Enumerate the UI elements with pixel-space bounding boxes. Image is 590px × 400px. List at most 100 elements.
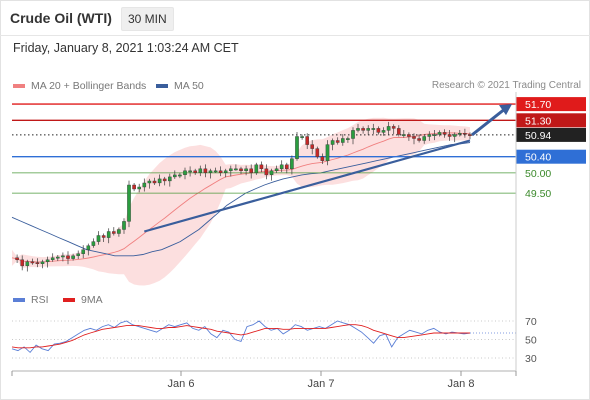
legend-rsi: RSI: [13, 294, 49, 306]
candle-body: [300, 136, 304, 138]
candle-body: [402, 134, 406, 136]
candle-body: [45, 259, 50, 262]
candle-body: [86, 245, 91, 250]
candle-body: [279, 164, 284, 170]
legend-9ma: 9MA: [63, 294, 103, 306]
level-badge-51-70: [516, 97, 586, 112]
candle-body: [111, 231, 116, 234]
ma50-legend-label: MA 50: [174, 80, 204, 92]
candle-body: [234, 168, 238, 171]
candle-body: [244, 168, 248, 172]
candle-body: [417, 138, 421, 141]
candle-body: [447, 134, 452, 137]
candle-body: [25, 261, 30, 266]
candle-body: [172, 174, 177, 178]
candle-body: [208, 170, 213, 174]
candle-body: [117, 229, 121, 234]
x-tick-label-jan-6: Jan 6: [168, 378, 195, 390]
candle-body: [391, 126, 396, 129]
candle-body: [106, 231, 111, 238]
candle-body: [81, 249, 85, 254]
level-label-50-00: 50.00: [525, 168, 551, 180]
candle-body: [132, 184, 136, 190]
candle-body: [203, 168, 208, 174]
candle-body: [91, 241, 96, 246]
level-label-51-30: 51.30: [525, 115, 551, 127]
candle-body: [71, 255, 75, 259]
candle-body: [295, 136, 299, 159]
candle-body: [35, 262, 40, 265]
candle-body: [167, 176, 172, 182]
candle-body: [376, 128, 381, 133]
candle-body: [432, 134, 437, 136]
candle-body: [122, 221, 126, 230]
candle-body: [320, 156, 325, 161]
rsi-tick-30: 30: [525, 353, 537, 365]
candle-body: [193, 170, 198, 174]
level-label-50-94: 50.94: [525, 130, 551, 142]
rsi-tick-50: 50: [525, 335, 537, 347]
level-label-49-50: 49.50: [525, 188, 551, 200]
candle-body: [341, 138, 345, 143]
candle-body: [351, 130, 355, 139]
candle-body: [346, 138, 350, 140]
candle-body: [249, 168, 254, 174]
candle-body: [213, 170, 218, 173]
level-badge-50-40: [516, 149, 586, 164]
projection-arrow-shaft: [471, 106, 507, 137]
candle-body: [427, 134, 432, 137]
candle-body: [223, 170, 228, 174]
bollinger-band: [12, 117, 470, 286]
support-trendline: [144, 139, 471, 233]
candle-body: [264, 168, 269, 176]
level-label-50-40: 50.40: [525, 152, 551, 164]
projection-arrow-head: [499, 104, 512, 116]
level-badge-50-94: [516, 127, 586, 142]
candle-body: [178, 174, 182, 177]
candle-body: [66, 255, 70, 259]
candle-body: [315, 148, 320, 157]
candle-body: [30, 261, 35, 264]
candle-body: [305, 136, 310, 145]
rsi-swatch: [13, 298, 25, 303]
candle-body: [15, 257, 19, 260]
candle-body: [56, 256, 60, 259]
candle-body: [463, 132, 467, 135]
candle-body: [218, 170, 223, 174]
candle-body: [381, 130, 386, 133]
rsi-ma9-line: [11, 324, 470, 349]
candle-body: [285, 164, 289, 170]
candle-body: [407, 134, 411, 137]
timeframe-button[interactable]: 30 MIN: [121, 7, 174, 31]
candle-body: [361, 128, 365, 131]
instrument-title: Crude Oil (WTI): [10, 10, 112, 26]
candle-body: [20, 259, 25, 267]
candle-body: [269, 170, 274, 176]
candle-body: [442, 132, 447, 135]
candle-body: [239, 168, 243, 172]
candle-body: [356, 128, 360, 131]
legend-ma20: MA 20 + Bollinger Bands: [13, 80, 146, 92]
candle-body: [366, 128, 371, 131]
candle-body: [152, 180, 157, 184]
rsi-legend-label: RSI: [31, 294, 49, 306]
candle-body: [468, 134, 472, 136]
candle-body: [198, 168, 203, 174]
x-tick-label-jan-7: Jan 7: [308, 378, 335, 390]
ma20-legend-label: MA 20 + Bollinger Bands: [31, 80, 147, 92]
candle-body: [412, 136, 416, 139]
candle-body: [162, 178, 167, 182]
candle-body: [325, 144, 330, 162]
candle-body: [76, 253, 80, 256]
candle-body: [50, 257, 55, 260]
candle-body: [335, 140, 340, 143]
candle-body: [188, 170, 192, 173]
candle-body: [101, 235, 106, 238]
ma9-legend-label: 9MA: [81, 294, 103, 306]
candle-body: [228, 168, 233, 172]
ma20-line: [11, 132, 471, 263]
candle-body: [96, 235, 101, 242]
level-label-51-70: 51.70: [525, 99, 551, 111]
candle-body: [452, 134, 457, 137]
